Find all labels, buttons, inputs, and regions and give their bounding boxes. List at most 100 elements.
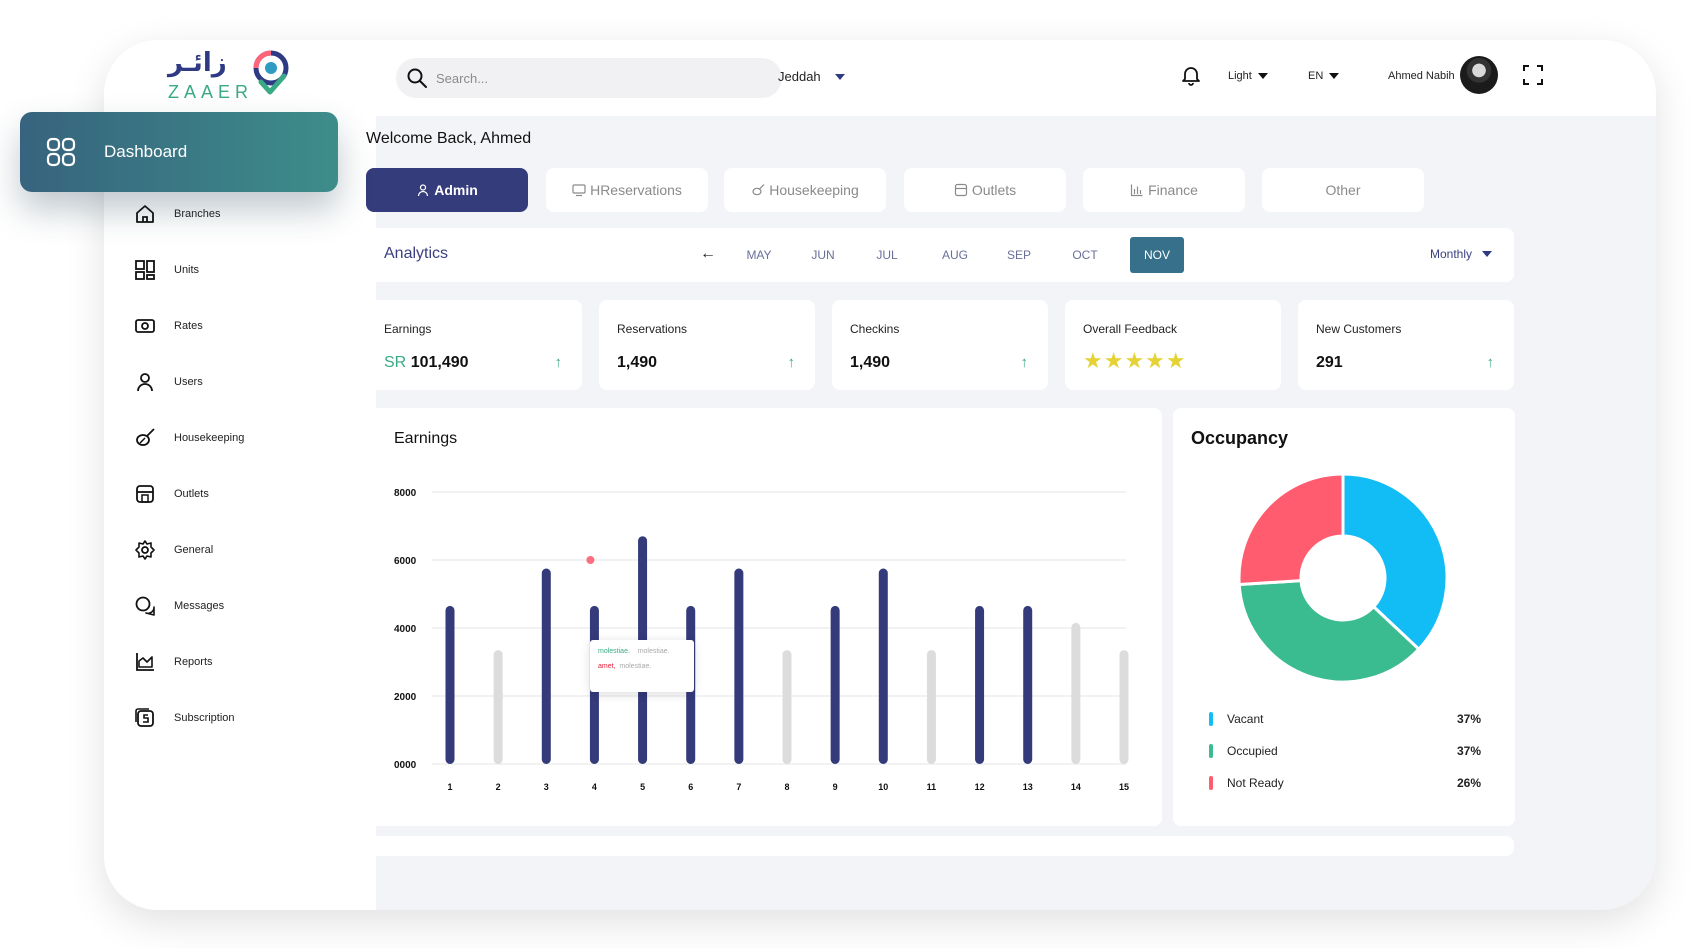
tab-hreservations[interactable]: HReservations [546, 168, 708, 212]
city-label: Jeddah [778, 69, 821, 84]
bar-14 [1071, 622, 1081, 764]
language-dropdown[interactable]: EN [1308, 60, 1340, 92]
period-dropdown[interactable]: Monthly [1430, 247, 1493, 261]
user-menu[interactable]: Ahmed Nabih [1388, 60, 1455, 92]
month-aug[interactable]: AUG [941, 248, 968, 262]
x-tick-label: 5 [640, 782, 645, 792]
arrow-up-icon: ↑ [1486, 354, 1495, 371]
y-tick-label: 6000 [394, 556, 417, 567]
bar-2 [493, 650, 503, 764]
legend-label: Vacant [1227, 712, 1264, 726]
slice-not-ready [1237, 472, 1345, 587]
stat-value: 1,490 [850, 354, 891, 371]
tab-label: Other [1325, 182, 1361, 198]
sidebar-item-rates[interactable]: Rates [134, 310, 203, 342]
theme-dropdown[interactable]: Light [1228, 60, 1268, 92]
chevron-down-icon [1329, 73, 1340, 79]
sidebar-item-reports[interactable]: Reports [134, 646, 213, 678]
tooltip-value: molestiae. [619, 663, 652, 670]
tab-outlets[interactable]: Outlets [904, 168, 1066, 212]
user-icon [418, 184, 429, 197]
month-jul[interactable]: JUL [876, 248, 898, 262]
sidebar-item-outlets[interactable]: Outlets [134, 478, 209, 510]
stat-card-feedback: Overall Feedback ★★★★★ [1065, 300, 1281, 390]
analytics-bar: Analytics ← MAY JUN JUL AUG SEP OCT NOV … [366, 228, 1514, 282]
previous-month-arrow-icon[interactable]: ← [700, 245, 716, 262]
gear-icon [135, 540, 155, 560]
tab-finance[interactable]: Finance [1083, 168, 1245, 212]
chart-tooltip: molestiae. molestiae. amet, molestiae. [590, 640, 694, 692]
legend-item-occupied: Occupied 37% [1209, 742, 1481, 760]
bar-10 [878, 568, 888, 764]
sidebar-item-general[interactable]: General [134, 534, 213, 566]
next-section-card [366, 836, 1514, 856]
tab-label: Admin [434, 182, 478, 198]
search-input[interactable] [436, 66, 766, 90]
store-icon [136, 485, 154, 503]
bar-11 [926, 650, 936, 764]
stat-card-checkins: Checkins 1,490 ↑ [832, 300, 1048, 390]
highlight-marker [586, 556, 595, 564]
stat-label: Earnings [384, 322, 432, 336]
x-tick-label: 12 [975, 782, 985, 792]
tooltip-row: molestiae. molestiae. [598, 648, 686, 655]
month-nov[interactable]: NOV [1130, 237, 1184, 273]
legend-item-vacant: Vacant 37% [1209, 710, 1481, 728]
tab-admin[interactable]: Admin [366, 168, 528, 212]
search-bar[interactable] [396, 58, 782, 98]
x-tick-label: 3 [544, 782, 549, 792]
stat-value: 291 [1316, 354, 1343, 371]
sidebar-item-users[interactable]: Users [134, 366, 203, 398]
chart-icon [136, 653, 154, 671]
tab-other[interactable]: Other [1262, 168, 1424, 212]
month-sep[interactable]: SEP [1006, 248, 1031, 262]
top-bar [104, 40, 1656, 116]
slice-occupied [1237, 579, 1421, 684]
user-icon [137, 373, 153, 392]
sidebar-item-housekeeping[interactable]: Housekeeping [134, 422, 244, 454]
month-oct[interactable]: OCT [1072, 248, 1098, 262]
legend-item-not-ready: Not Ready 26% [1209, 774, 1481, 792]
legend-percent: 37% [1456, 712, 1481, 726]
sidebar-item-branches[interactable]: Branches [134, 198, 220, 230]
fullscreen-icon[interactable] [1522, 64, 1544, 86]
month-jun[interactable]: JUN [811, 248, 835, 262]
notification-bell-icon[interactable] [1180, 64, 1202, 86]
subscription-icon [135, 708, 154, 727]
legend-label: Occupied [1227, 744, 1278, 758]
x-tick-label: 13 [1023, 782, 1033, 792]
x-tick-label: 4 [592, 782, 597, 792]
tab-housekeeping[interactable]: Housekeeping [724, 168, 886, 212]
occupancy-donut-chart [1237, 472, 1449, 684]
x-tick-label: 6 [688, 782, 693, 792]
city-dropdown[interactable]: Jeddah [778, 69, 845, 84]
month-may[interactable]: MAY [746, 248, 772, 262]
home-icon [136, 205, 154, 223]
x-tick-label: 8 [784, 782, 789, 792]
logo-latin-text: ZAAER [168, 82, 254, 102]
stat-label: Overall Feedback [1083, 322, 1178, 336]
arrow-up-icon: ↑ [554, 354, 563, 371]
language-label: EN [1308, 70, 1324, 82]
earnings-chart-card: Earnings 0000 2000 4000 6000 8000 1 2 3 4 5 6 7 8 9 10… [366, 408, 1162, 826]
sidebar-item-subscription[interactable]: Subscription [134, 702, 235, 734]
y-tick-label: 0000 [394, 760, 417, 771]
x-tick-label: 7 [736, 782, 741, 792]
period-label: Monthly [1430, 247, 1473, 261]
legend-swatch [1209, 712, 1213, 726]
bar-7 [734, 568, 744, 764]
avatar[interactable] [1460, 56, 1498, 94]
stat-label: Reservations [617, 322, 688, 336]
chevron-down-icon [1257, 73, 1268, 79]
sidebar-item-dashboard[interactable]: Dashboard [20, 112, 338, 192]
tooltip-row: amet, molestiae. [598, 663, 686, 670]
bar-3 [541, 568, 551, 764]
sidebar-item-messages[interactable]: Messages [134, 590, 224, 622]
app-logo[interactable]: زائـر ZAAER [168, 46, 308, 102]
stat-value: 1,490 [617, 354, 658, 371]
slice-vacant [1341, 472, 1449, 651]
sidebar-item-units[interactable]: Units [134, 254, 199, 286]
arrow-up-icon: ↑ [787, 354, 796, 371]
search-icon [407, 68, 427, 88]
occupancy-title: Occupancy [1191, 428, 1289, 448]
